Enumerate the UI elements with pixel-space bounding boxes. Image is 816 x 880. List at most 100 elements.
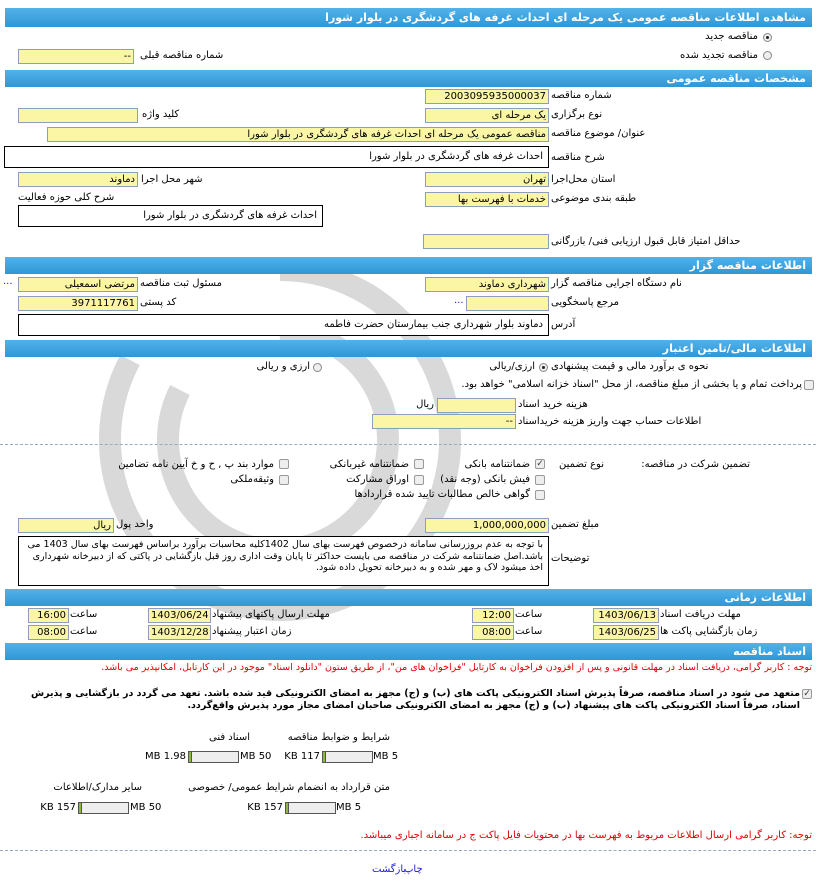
prev-number-field[interactable]: --	[18, 49, 134, 64]
organizer-field[interactable]: شهرداری دماوند	[425, 277, 549, 292]
file-technical-progress	[188, 751, 239, 763]
file-other-size: 157 KB	[40, 802, 76, 813]
print-link[interactable]: چاپ	[404, 864, 423, 875]
file-contract-max: 5 MB	[336, 802, 362, 813]
guarantee-property-checkbox[interactable]	[279, 475, 289, 485]
section-organizer: اطلاعات مناقصه گزار	[5, 257, 812, 274]
label-tender-number: شماره مناقصه	[551, 90, 612, 101]
label-doc-deadline: مهلت دریافت اسناد	[660, 609, 741, 620]
validity-time[interactable]: 08:00	[28, 625, 69, 640]
doc-cost-field[interactable]	[437, 398, 516, 413]
progress-fill	[323, 752, 327, 762]
min-score-field[interactable]	[423, 234, 549, 249]
submit-deadline-time[interactable]: 16:00	[28, 608, 69, 623]
page-title: مشاهده اطلاعات مناقصه عمومی یک مرحله ای …	[5, 8, 812, 27]
keyword-field[interactable]	[18, 108, 138, 123]
label-file-contract: متن قرارداد به انضمام شرایط عمومی/ خصوصی	[188, 782, 390, 793]
holding-type-field[interactable]: یک مرحله ای	[425, 108, 549, 123]
guarantee-bank-checkbox[interactable]: ✓	[535, 459, 545, 469]
radio-currency-rial[interactable]	[539, 363, 548, 372]
label-time: ساعت	[515, 626, 543, 637]
radio-renewed-tender[interactable]	[763, 51, 772, 60]
label-activity: شرح کلی حوزه فعالیت	[18, 192, 115, 203]
label-currency-rial: ارزی/ریالی	[489, 361, 535, 372]
currency-field[interactable]: ریال	[18, 518, 114, 533]
activity-field[interactable]: احداث غرفه های گردشگری در بلوار شورا	[18, 205, 323, 227]
province-field[interactable]: تهران	[425, 172, 549, 187]
label-doc-cost: هزینه خرید اسناد	[518, 399, 588, 410]
label-doc-cost-unit: ریال	[416, 399, 434, 410]
label-guarantee-type: نوع تضمین	[559, 459, 604, 470]
label-guarantee-property: وثیقه‌ملکی	[230, 474, 274, 485]
label-guarantee-cash: فیش بانکی (وجه نقد)	[440, 474, 530, 485]
section-general: مشخصات مناقصه عمومی	[5, 70, 812, 87]
label-file-conditions: شرایط و ضوابط مناقصه	[287, 732, 390, 743]
submit-deadline-date[interactable]: 1403/06/24	[148, 608, 211, 623]
label-currency: واحد پول	[116, 519, 154, 530]
label-province: استان محل‌اجرا	[551, 174, 616, 185]
reference-more-button[interactable]: ...	[454, 295, 464, 306]
treasury-checkbox[interactable]	[804, 380, 814, 390]
progress-fill	[189, 752, 193, 762]
label-file-other: سایر مدارک/اطلاعات	[53, 782, 142, 793]
label-file-technical: اسناد فنی	[209, 732, 250, 743]
postal-code-field[interactable]: 3971117761	[18, 296, 138, 311]
label-notes: توضیحات	[551, 553, 590, 564]
commit-checkbox[interactable]: ✓	[802, 689, 812, 699]
category-field[interactable]: خدمات با فهرست بها	[425, 192, 549, 207]
guarantee-nonbank-checkbox[interactable]	[414, 459, 424, 469]
radio-currency-and-rial[interactable]	[313, 363, 322, 372]
section-documents: اسناد مناقصه	[5, 643, 812, 660]
guarantee-claims-checkbox[interactable]	[535, 490, 545, 500]
label-city: شهر محل اجرا	[141, 174, 203, 185]
notes-field[interactable]: با توجه به عدم بروزرسانی سامانه درخصوص ف…	[18, 536, 549, 586]
file-conditions-size: 117 KB	[284, 751, 320, 762]
city-field[interactable]: دماوند	[18, 172, 138, 187]
subject-field[interactable]: مناقصه عمومی یک مرحله ای احداث غرفه های …	[47, 127, 549, 142]
label-validity: زمان اعتبار پیشنهاد	[212, 626, 292, 637]
reference-field[interactable]	[466, 296, 549, 311]
tender-number-field[interactable]: 2003095935000037	[425, 89, 549, 104]
progress-fill	[79, 803, 83, 813]
section-timing: اطلاعات زمانی	[5, 589, 812, 606]
label-prev-number: شماره مناقصه قبلی	[140, 50, 224, 61]
opening-time[interactable]: 08:00	[472, 625, 514, 640]
label-guarantee-other: موارد بند پ , ح و خ آیین نامه تضامین	[118, 459, 274, 470]
opening-date[interactable]: 1403/06/25	[593, 625, 659, 640]
file-other-progress	[78, 802, 129, 814]
label-guarantee-claims: گواهی خالص مطالبات تایید شده قراردادها	[354, 489, 530, 500]
label-postal: کد پستی	[140, 297, 177, 308]
label-submit-deadline: مهلت ارسال پاکتهای پیشنهاد	[212, 609, 330, 620]
progress-fill	[286, 803, 290, 813]
registrar-more-button[interactable]: ...	[3, 276, 13, 287]
registrar-field[interactable]: مرتضی اسمعیلی	[18, 277, 138, 292]
label-treasury: پرداخت تمام و یا بخشی از مبلغ مناقصه، از…	[461, 379, 802, 390]
doc-deadline-date[interactable]: 1403/06/13	[593, 608, 659, 623]
doc-deadline-time[interactable]: 12:00	[472, 608, 514, 623]
label-account: اطلاعات حساب جهت واریز هزینه خریداسناد	[518, 416, 702, 427]
guarantee-other-checkbox[interactable]	[279, 459, 289, 469]
guarantee-cash-checkbox[interactable]	[535, 475, 545, 485]
validity-date[interactable]: 1403/12/28	[148, 625, 211, 640]
back-link[interactable]: بازگشت	[372, 864, 407, 875]
file-conditions-progress	[322, 751, 373, 763]
address-field[interactable]: دماوند بلوار شهرداری جنب بیمارستان حضرت …	[18, 314, 549, 336]
divider	[0, 444, 816, 445]
label-guarantee: تضمین شرکت در مناقصه:	[641, 459, 750, 470]
account-field[interactable]: --	[372, 414, 516, 429]
commit-text: متعهد می شود در اسناد مناقصه، صرفاً پذیر…	[30, 688, 800, 711]
guarantee-amount-field[interactable]: 1,000,000,000	[425, 518, 549, 533]
radio-new-tender[interactable]	[763, 33, 772, 42]
label-estimate: نحوه ی برآورد مالی و قیمت پیشنهادی	[551, 361, 709, 372]
file-other-max: 50 MB	[130, 802, 162, 813]
label-organizer: نام دستگاه اجرایی مناقصه گزار	[551, 278, 682, 289]
description-field[interactable]: احداث غرفه های گردشگری در بلوار شورا	[4, 146, 549, 168]
guarantee-bonds-checkbox[interactable]	[414, 475, 424, 485]
label-subject: عنوان/ موضوع مناقصه	[551, 128, 646, 139]
label-currency-and-rial: ارزی و ریالی	[256, 361, 311, 372]
label-min-score: حداقل امتیاز قابل قبول ارزیابی فنی/ بازر…	[551, 236, 741, 247]
documents-note: توجه : کاربر گرامی، دریافت اسناد در مهلت…	[101, 662, 812, 673]
file-contract-progress	[285, 802, 336, 814]
file-contract-size: 157 KB	[247, 802, 283, 813]
